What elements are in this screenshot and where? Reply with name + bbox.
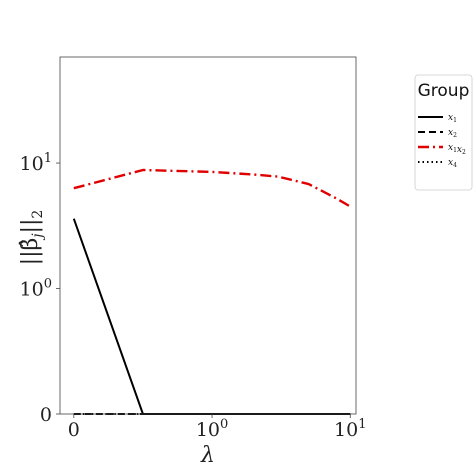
axes: 0 100 101 0 100 101 λ ||β̂j||2 bbox=[18, 56, 367, 468]
x-tick-label-1: 100 bbox=[196, 417, 228, 441]
axes-frame bbox=[59, 56, 357, 415]
series-line-x1x2 bbox=[73, 168, 351, 208]
legend-label-x2: x2 bbox=[448, 128, 457, 139]
legend-title: Group bbox=[418, 81, 470, 101]
x-axis-label: λ bbox=[200, 443, 215, 468]
y-axis-label: ||β̂j||2 bbox=[18, 210, 46, 266]
legend-frame bbox=[414, 74, 473, 191]
y-tick-label-1: 100 bbox=[20, 277, 52, 301]
legend-label-x1x2: x1x2 bbox=[448, 143, 466, 156]
x-tick-label-2: 101 bbox=[334, 417, 366, 441]
legend-label-x4: x4 bbox=[448, 158, 457, 169]
series-line-x1 bbox=[72, 218, 351, 415]
plot-area bbox=[72, 168, 351, 415]
y-tick-label-2: 101 bbox=[20, 151, 52, 175]
legend-label-x1: x1 bbox=[448, 113, 457, 124]
y-tick-label-0: 0 bbox=[40, 404, 52, 426]
x-tick-label-0: 0 bbox=[68, 419, 80, 441]
